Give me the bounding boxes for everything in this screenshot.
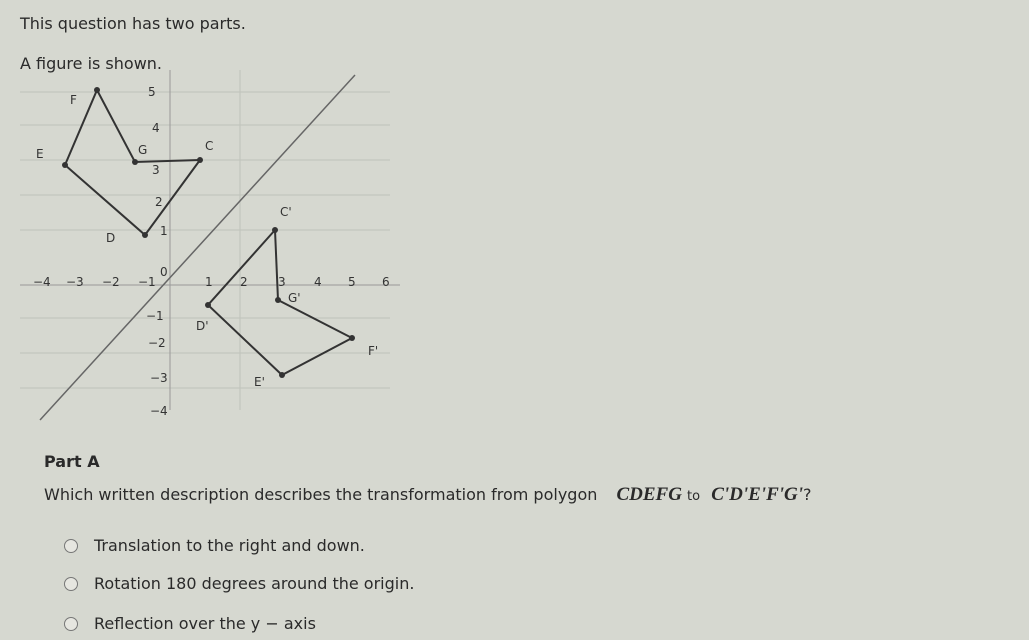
point-label: E': [254, 375, 265, 389]
question-text: ?: [803, 485, 812, 504]
part-title: Part A: [44, 452, 100, 471]
point-label: D': [196, 319, 209, 333]
question-text: Which written description describes the …: [44, 485, 598, 504]
point-labels: F E G C D C' G' D' F' E': [36, 93, 378, 389]
x-tick-label: −3: [66, 275, 84, 289]
question-text: to: [687, 489, 701, 504]
x-tick-label: 5: [348, 275, 356, 289]
radio-button[interactable]: [64, 576, 78, 591]
point-label: C: [205, 139, 213, 153]
point-label: D: [106, 231, 115, 245]
x-tick-label: 6: [382, 275, 390, 289]
option[interactable]: Translation to the right and down.: [64, 536, 365, 555]
x-tick-label: 1: [205, 275, 213, 289]
option[interactable]: Rotation 180 degrees around the origin.: [64, 574, 414, 593]
y-tick-label: 4: [152, 121, 160, 135]
y-tick-label: 2: [155, 195, 163, 209]
coordinate-figure: −4 −3 −2 −1 0 1 2 3 4 5 6 5 4 3 2 1 −1 −…: [20, 70, 400, 421]
x-tick-label: 2: [240, 275, 248, 289]
polygon-cdefg: [63, 87, 201, 237]
x-tick-label: −1: [138, 275, 156, 289]
y-tick-label: −3: [150, 371, 168, 385]
question: Which written description describes the …: [44, 484, 812, 506]
radio-button[interactable]: [64, 616, 78, 631]
y-tick-label: 5: [148, 85, 156, 99]
y-tick-label: −4: [150, 404, 168, 418]
point-label: F': [368, 344, 378, 358]
point-label: E: [36, 147, 44, 161]
intro-line: This question has two parts.: [20, 14, 246, 33]
x-tick-label: −2: [102, 275, 120, 289]
option[interactable]: Reflection over the y − axis: [64, 614, 316, 633]
y-tick-label: 3: [152, 163, 160, 177]
diagonal-line: [39, 74, 356, 421]
y-tick-label: −1: [146, 309, 164, 323]
point-label: G': [288, 291, 301, 305]
polygon-name: CDEFG: [616, 484, 682, 505]
y-tick-label: −2: [148, 336, 166, 350]
point-label: G: [138, 143, 147, 157]
option-text: Translation to the right and down.: [94, 536, 365, 555]
y-tick-label: 1: [160, 224, 168, 238]
x-tick-labels: −4 −3 −2 −1 0 1 2 3 4 5 6: [33, 265, 390, 289]
point-label: C': [280, 205, 292, 219]
intro-line: A figure is shown.: [20, 54, 163, 73]
vertices: [62, 87, 355, 378]
option-text: Rotation 180 degrees around the origin.: [94, 574, 415, 593]
grid: [20, 70, 390, 410]
x-tick-label: 3: [278, 275, 286, 289]
x-tick-label: 4: [314, 275, 322, 289]
x-tick-label: −4: [33, 275, 51, 289]
y-tick-labels: 5 4 3 2 1 −1 −2 −3 −4: [146, 85, 168, 418]
polygon-image: [206, 229, 355, 377]
polygon-name: C'D'E'F'G': [711, 484, 804, 505]
radio-button[interactable]: [64, 538, 78, 553]
x-tick-label: 0: [160, 265, 168, 279]
option-text: Reflection over the y − axis: [94, 614, 316, 633]
point-label: F: [70, 93, 77, 107]
